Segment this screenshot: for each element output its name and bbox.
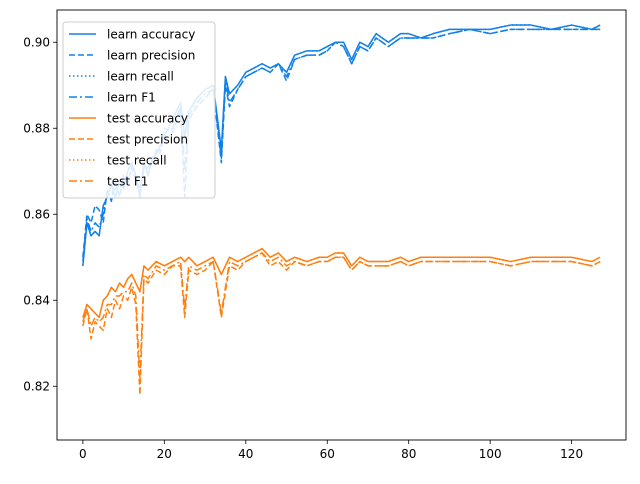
y-tick-label: 0.82 bbox=[23, 379, 50, 393]
legend-label: test recall bbox=[107, 154, 167, 168]
series-line-test-precision bbox=[82, 252, 601, 396]
x-tick-label: 0 bbox=[79, 447, 87, 461]
legend-label: test precision bbox=[107, 133, 188, 147]
x-tick-label: 120 bbox=[560, 447, 583, 461]
y-tick-label: 0.86 bbox=[23, 207, 50, 221]
x-tick-label: 20 bbox=[157, 447, 172, 461]
series-line-learn-recall bbox=[82, 24, 601, 266]
x-tick-label: 100 bbox=[479, 447, 502, 461]
legend-label: learn precision bbox=[107, 49, 195, 63]
legend-label: test F1 bbox=[107, 175, 148, 189]
y-axis: 0.82 0.84 0.86 0.88 0.90 bbox=[23, 35, 57, 393]
legend-box bbox=[62, 21, 216, 199]
legend-label: test accuracy bbox=[107, 112, 188, 126]
legend-label: learn recall bbox=[107, 70, 174, 84]
y-tick-label: 0.84 bbox=[23, 293, 50, 307]
x-tick-label: 80 bbox=[401, 447, 416, 461]
y-tick-label: 0.88 bbox=[23, 121, 50, 135]
y-tick-label: 0.90 bbox=[23, 35, 50, 49]
legend-label: learn accuracy bbox=[107, 28, 195, 42]
series-line-test-recall bbox=[82, 247, 601, 319]
legend: learn accuracy learn precision learn recal… bbox=[62, 21, 216, 199]
x-tick-label: 40 bbox=[238, 447, 253, 461]
series-line-test-accuracy bbox=[82, 247, 601, 319]
plot-frame bbox=[56, 9, 627, 441]
x-axis: 0 20 40 60 80 100 120 bbox=[79, 440, 583, 461]
x-tick-label: 60 bbox=[320, 447, 335, 461]
series-line-test-f1 bbox=[82, 252, 601, 379]
legend-label: learn F1 bbox=[107, 91, 156, 105]
